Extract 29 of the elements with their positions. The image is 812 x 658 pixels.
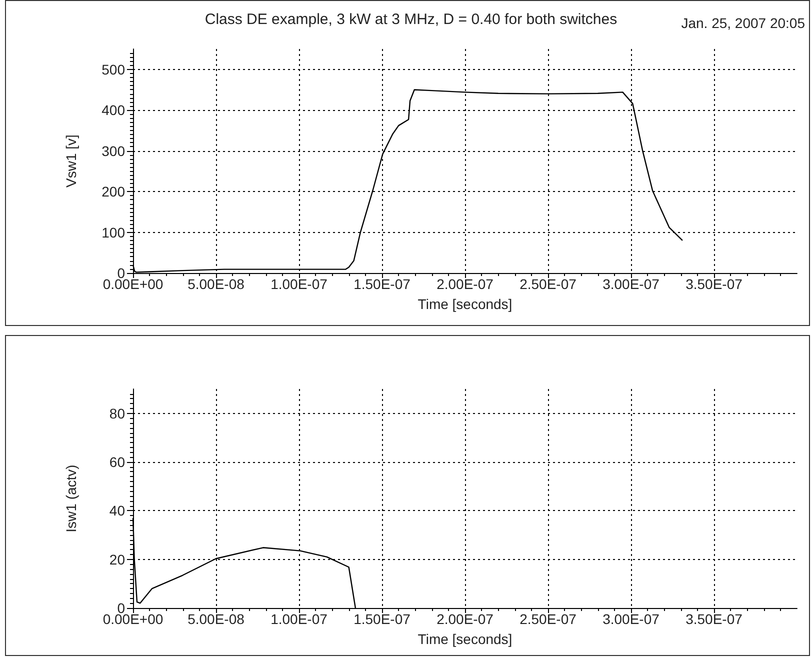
y-tick-label: 300 <box>102 142 126 159</box>
y-tick-label: 200 <box>102 184 126 200</box>
x-axis-title: Time [seconds] <box>418 296 512 312</box>
y-tick-label: 40 <box>109 502 126 519</box>
y-tick-label: 100 <box>102 224 126 240</box>
x-tick-label: 3.00E-07 <box>602 276 660 292</box>
y-tick-label: 60 <box>109 454 126 470</box>
x-tick-label: 2.50E-07 <box>520 611 577 627</box>
x-tick-label: 2.50E-07 <box>520 276 577 292</box>
x-tick-label: 5.00E-08 <box>188 276 245 292</box>
y-tick-label: 500 <box>102 61 126 78</box>
x-tick-label: 1.50E-07 <box>354 611 411 627</box>
x-tick-label: 3.50E-07 <box>686 611 743 627</box>
x-tick-label: 1.00E-07 <box>270 276 328 292</box>
y-tick-label: 20 <box>109 551 126 568</box>
y-axis-title: Isw1 (actv) <box>63 464 79 532</box>
y-tick-label: 400 <box>102 102 126 118</box>
y-tick-label: 80 <box>109 405 126 422</box>
chart-title: Class DE example, 3 kW at 3 MHz, D = 0.40 for both switches <box>204 11 618 28</box>
x-tick-label: 1.00E-07 <box>270 611 328 627</box>
x-tick-label: 5.00E-08 <box>188 611 245 627</box>
x-axis-title: Time [seconds] <box>418 631 512 647</box>
y-axis-title: Vsw1 [v] <box>63 134 79 188</box>
x-tick-label: 3.00E-07 <box>602 611 660 627</box>
text: Jan. 25, 2007 20:05 <box>681 15 805 31</box>
x-tick-label: 2.00E-07 <box>436 276 494 292</box>
x-tick-label: 2.00E-07 <box>436 611 494 627</box>
x-tick-label: 1.50E-07 <box>354 276 411 292</box>
x-tick-label: 3.50E-07 <box>686 276 743 292</box>
